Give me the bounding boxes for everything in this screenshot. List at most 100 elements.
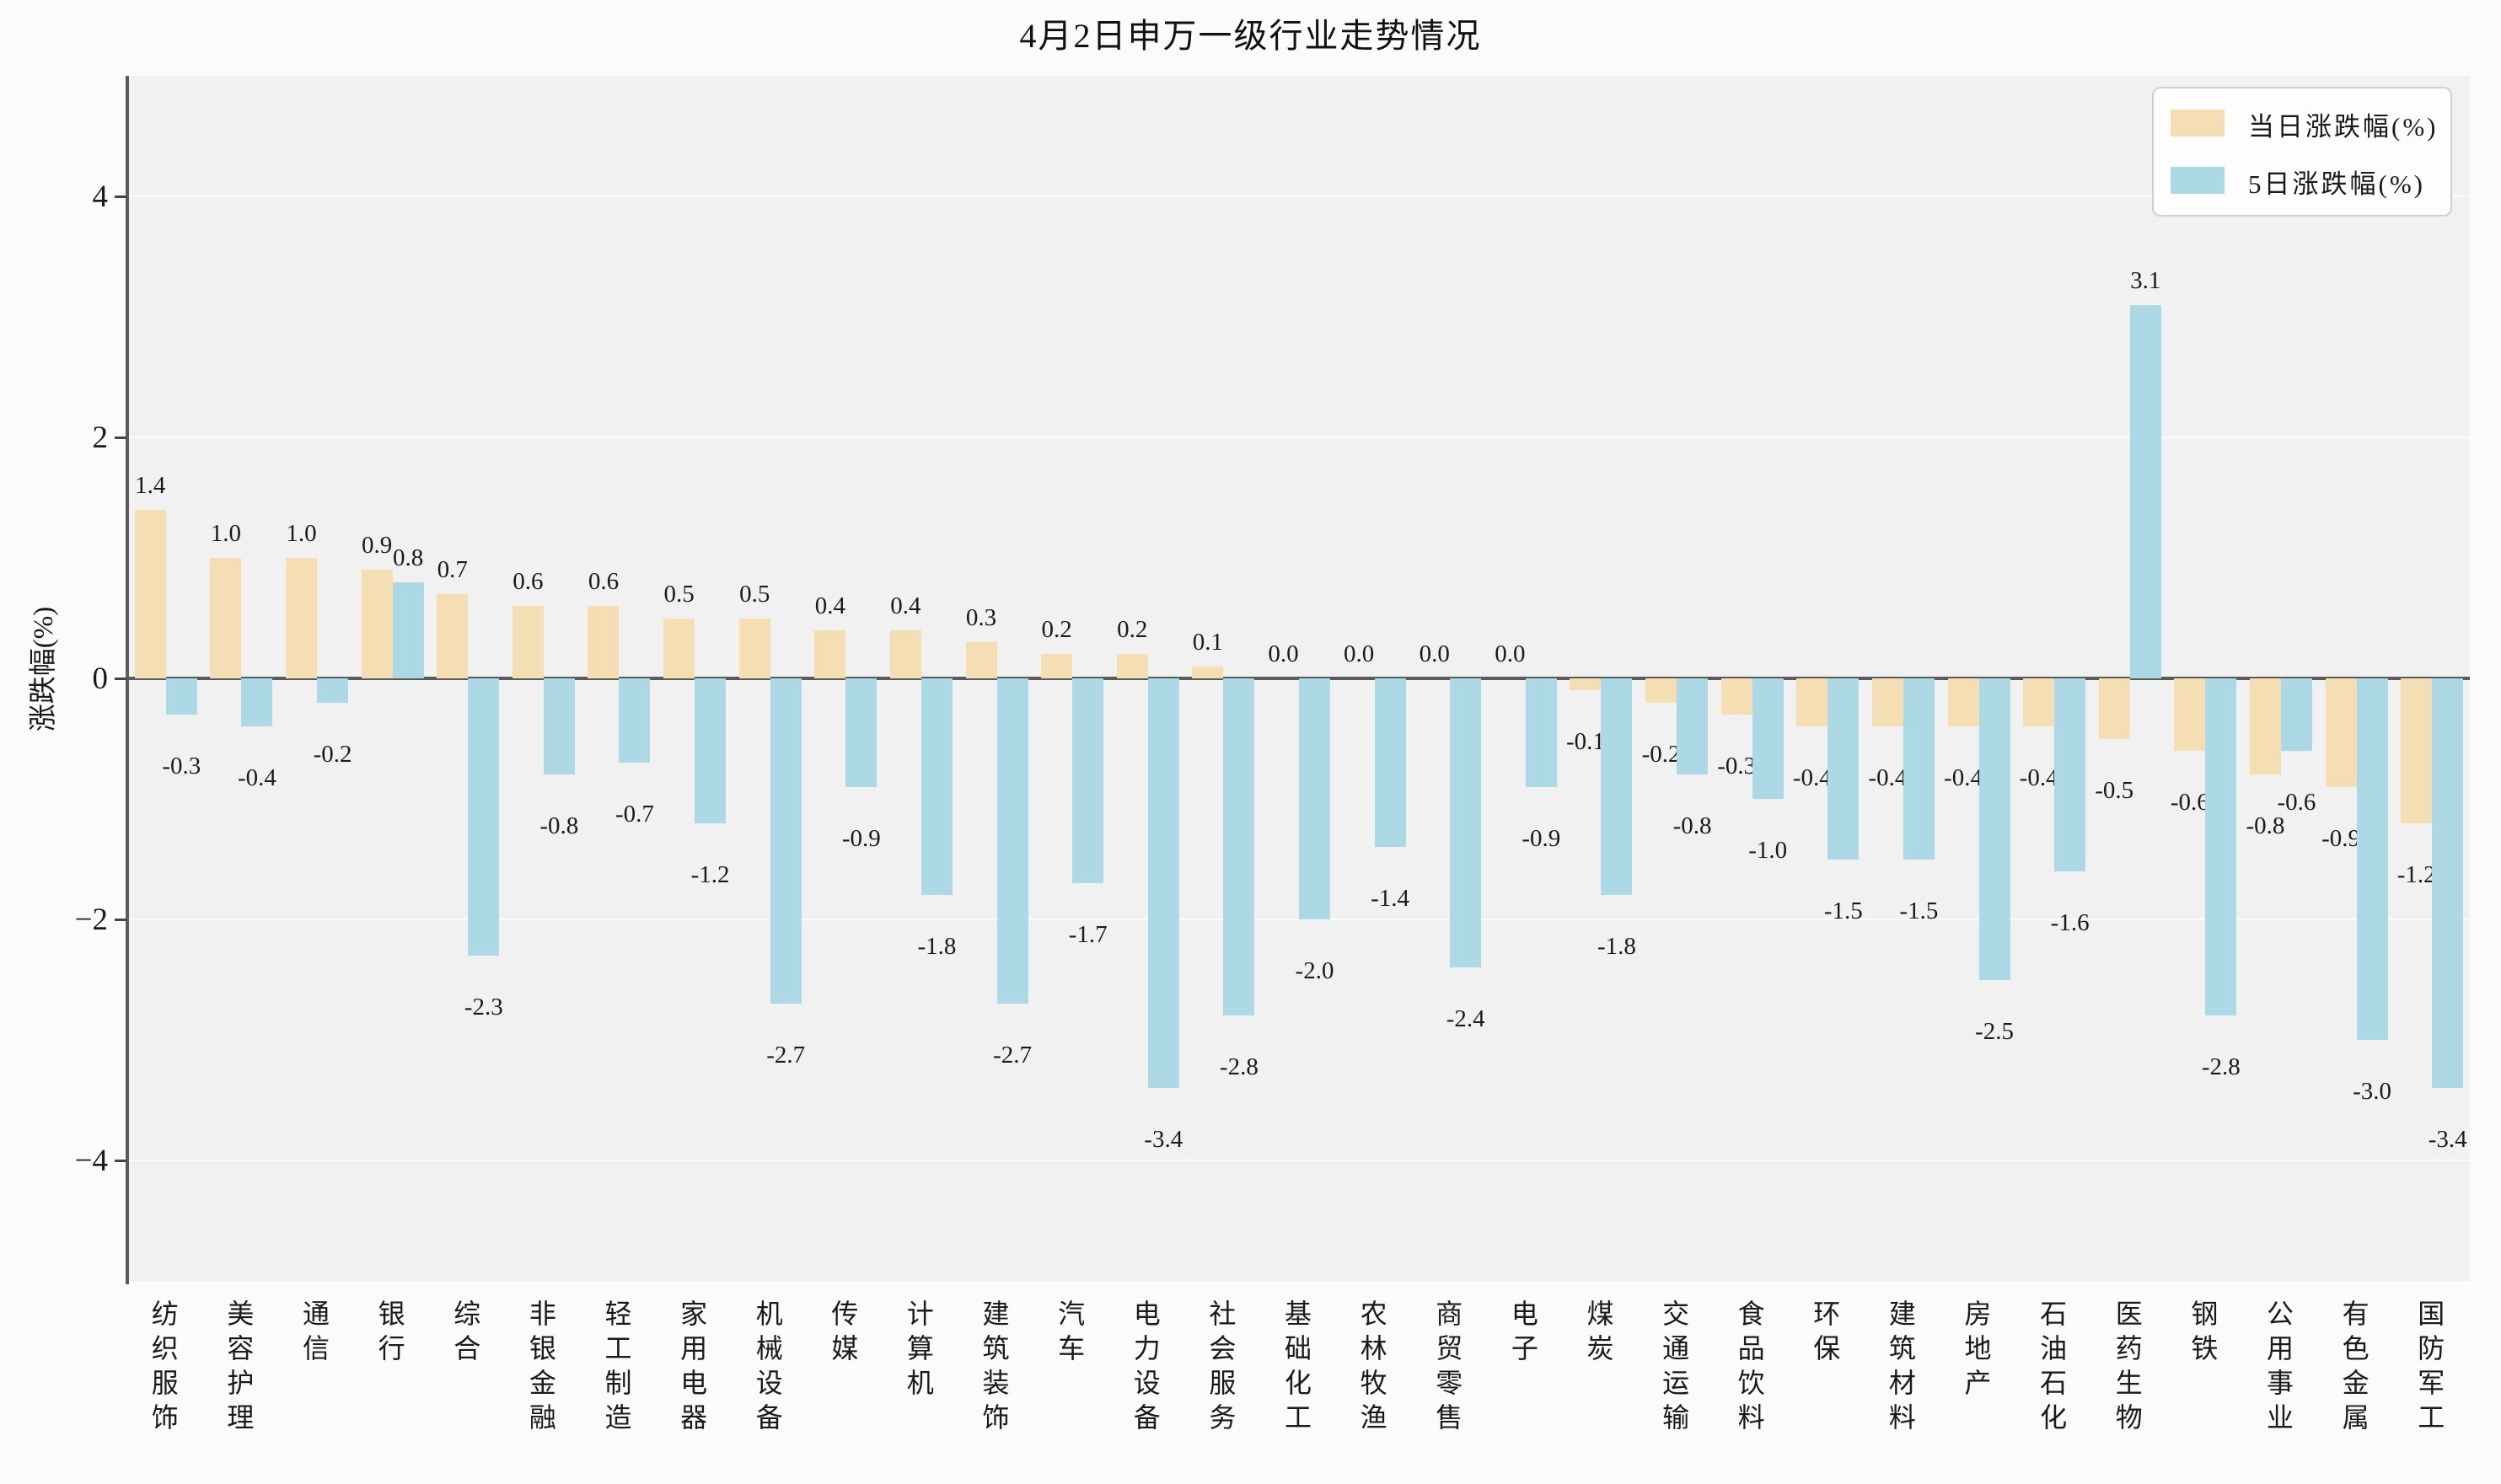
value-label: 0.1 <box>1192 628 1223 656</box>
value-label: 1.4 <box>135 471 166 499</box>
value-label: -1.7 <box>1068 921 1108 949</box>
value-label: -0.3 <box>1717 752 1757 780</box>
value-label: 0.0 <box>1419 640 1450 667</box>
bar-5day-环保 <box>1827 678 1860 860</box>
bar-5day-传媒 <box>845 678 877 787</box>
value-label: -2.4 <box>1446 1005 1485 1033</box>
bar-daily-医药生物 <box>2098 678 2130 739</box>
value-label: 0.2 <box>1117 616 1148 644</box>
legend-label-5day: 5日涨跌幅(%) <box>2248 169 2425 199</box>
x-tick-label-钢铁: 钢铁 <box>2187 1299 2219 1369</box>
bar-daily-电力设备 <box>1116 654 1148 678</box>
value-label: -1.5 <box>1823 897 1863 924</box>
bar-daily-社会服务 <box>1192 666 1224 678</box>
value-label: -0.9 <box>1522 824 1561 852</box>
bar-daily-综合 <box>437 593 469 678</box>
value-label: -0.3 <box>162 752 201 780</box>
x-tick-label-传媒: 传媒 <box>828 1299 859 1369</box>
bar-daily-环保 <box>1796 678 1828 727</box>
bar-5day-社会服务 <box>1223 678 1255 1016</box>
bar-5day-商贸零售 <box>1450 678 1482 968</box>
value-label: 0.0 <box>1495 640 1526 667</box>
x-tick-label-家用电器: 家用电器 <box>677 1299 708 1438</box>
x-tick-label-社会服务: 社会服务 <box>1205 1299 1237 1438</box>
x-tick-label-建筑装饰: 建筑装饰 <box>979 1299 1010 1438</box>
value-label: -3.4 <box>1144 1126 1183 1154</box>
x-tick-label-计算机: 计算机 <box>903 1299 934 1403</box>
bar-5day-房地产 <box>1978 678 2010 980</box>
bar-5day-家用电器 <box>695 678 727 823</box>
value-label: -1.2 <box>2396 860 2436 888</box>
bar-5day-电子 <box>1525 678 1557 787</box>
value-label: -0.7 <box>615 801 654 828</box>
bar-5day-有色金属 <box>2356 678 2388 1040</box>
x-tick-label-电力设备: 电力设备 <box>1130 1299 1161 1438</box>
bar-5day-纺织服饰 <box>165 678 197 715</box>
bar-daily-汽车 <box>1041 654 1073 678</box>
x-tick-label-商贸零售: 商贸零售 <box>1432 1299 1463 1438</box>
y-tick-label: 2 <box>92 421 109 455</box>
bar-daily-建筑装饰 <box>965 642 997 678</box>
value-label: 0.0 <box>1343 640 1375 667</box>
x-tick-label-食品饮料: 食品饮料 <box>1734 1299 1765 1438</box>
bar-daily-建筑材料 <box>1871 678 1903 727</box>
bar-daily-交通运输 <box>1645 678 1677 703</box>
bar-5day-美容护理 <box>241 678 273 727</box>
value-label: -1.8 <box>917 933 957 961</box>
gridline <box>128 196 2470 197</box>
legend-swatch-daily <box>2171 110 2225 137</box>
value-label: -2.5 <box>1975 1017 2014 1045</box>
value-label: 0.7 <box>437 555 468 583</box>
bar-5day-综合 <box>468 678 500 956</box>
bar-5day-基础化工 <box>1299 678 1330 919</box>
x-tick-label-通信: 通信 <box>299 1299 330 1369</box>
legend-entry-daily: 当日涨跌幅(%) <box>2154 95 2450 151</box>
x-tick-label-公用事业: 公用事业 <box>2262 1299 2294 1438</box>
bar-5day-机械设备 <box>770 678 802 1005</box>
legend-entry-5day: 5日涨跌幅(%) <box>2154 153 2450 208</box>
value-label: -2.0 <box>1295 957 1334 984</box>
x-tick-label-煤炭: 煤炭 <box>1583 1299 1614 1369</box>
bar-daily-计算机 <box>889 629 921 678</box>
value-label: -3.0 <box>2353 1078 2392 1105</box>
value-label: 0.2 <box>1041 616 1072 644</box>
x-tick-label-建筑材料: 建筑材料 <box>1885 1299 1916 1438</box>
x-tick-label-有色金属: 有色金属 <box>2338 1299 2370 1438</box>
bar-daily-国防军工 <box>2401 678 2433 823</box>
x-tick-label-电子: 电子 <box>1507 1299 1538 1369</box>
bar-daily-有色金属 <box>2325 678 2357 787</box>
bar-daily-公用事业 <box>2249 678 2281 775</box>
y-tick-mark <box>115 436 126 439</box>
value-label: -1.0 <box>1748 837 1788 864</box>
value-label: -0.1 <box>1565 728 1605 756</box>
bar-daily-纺织服饰 <box>134 509 166 678</box>
bar-daily-轻工制造 <box>588 606 620 678</box>
value-label: -0.6 <box>2170 788 2209 816</box>
x-tick-label-农林牧渔: 农林牧渔 <box>1356 1299 1387 1438</box>
bar-daily-非银金融 <box>512 606 544 678</box>
bar-daily-食品饮料 <box>1720 678 1752 715</box>
value-label: -0.2 <box>313 740 352 768</box>
bar-5day-食品饮料 <box>1752 678 1784 799</box>
value-label: 0.0 <box>1268 640 1299 667</box>
bar-5day-建筑装饰 <box>996 678 1028 1005</box>
value-label: -1.8 <box>1597 933 1636 961</box>
value-label: -0.4 <box>1944 764 1983 792</box>
bar-daily-房地产 <box>1947 678 1979 727</box>
value-label: -2.3 <box>464 993 503 1021</box>
x-tick-label-医药生物: 医药生物 <box>2112 1299 2143 1438</box>
value-label: -1.2 <box>690 860 730 888</box>
chart-title: 4月2日申万一级行业走势情况 <box>1019 17 1482 55</box>
value-label: -0.6 <box>2277 788 2316 816</box>
x-tick-label-机械设备: 机械设备 <box>752 1299 783 1438</box>
bar-5day-公用事业 <box>2280 678 2312 751</box>
value-label: -0.4 <box>1792 764 1832 792</box>
value-label: -2.7 <box>766 1042 806 1069</box>
x-tick-label-银行: 银行 <box>374 1299 405 1369</box>
x-tick-label-交通运输: 交通运输 <box>1659 1299 1690 1438</box>
y-tick-mark <box>115 1159 126 1162</box>
value-label: -0.5 <box>2095 776 2134 804</box>
bar-daily-石油石化 <box>2023 678 2055 727</box>
x-tick-label-美容护理: 美容护理 <box>223 1299 255 1438</box>
